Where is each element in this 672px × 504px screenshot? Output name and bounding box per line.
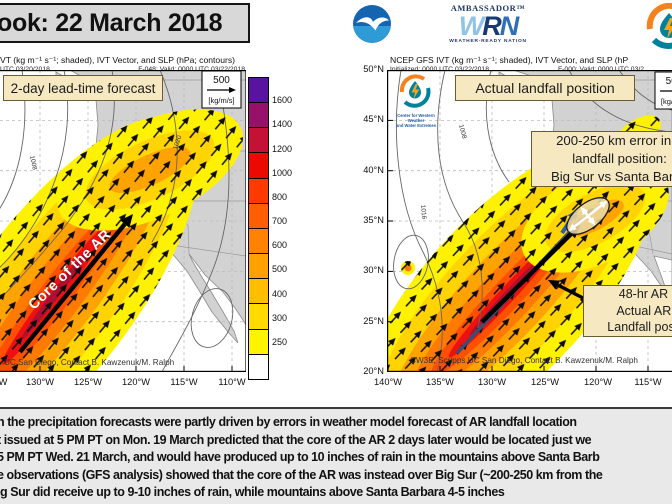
- colorbar-tick-label: 250: [272, 336, 288, 347]
- colorbar-labels: 1600 1400 1200 1000 800 700 600 500 400 300 250: [272, 77, 306, 367]
- x-tick: 115°W: [634, 377, 662, 387]
- colorbar-segment: [249, 177, 268, 203]
- position-annotation-box: 48-hr AR F Actual AR p Landfall positio: [583, 285, 672, 337]
- vector-scale-units: [kg/m/s]: [208, 96, 234, 105]
- left-map-valid: F-048: Valid: 0000 UTC 03/22/2018: [138, 66, 245, 73]
- wrn-ambassador-text: AMBASSADOR™: [450, 3, 526, 13]
- colorbar-tick-label: 1000: [272, 167, 293, 178]
- ivt-colorbar: [248, 77, 269, 380]
- left-map-header: VT (kg m⁻¹ s⁻¹; shaded), IVT Vector, and…: [0, 55, 236, 65]
- wrn-acronym: WRN: [458, 11, 519, 41]
- cw3e-map-logo: [399, 74, 431, 108]
- x-tick: 120°W: [583, 377, 613, 387]
- x-tick: W: [0, 377, 8, 387]
- vector-scale-value: 500: [666, 76, 672, 87]
- map-frame: [0, 70, 246, 372]
- title-bar: ook: 22 March 2018: [0, 3, 250, 43]
- colorbar-tick-label: 1400: [272, 119, 293, 130]
- x-tick: 140°W: [373, 377, 403, 387]
- x-tick: 120°W: [121, 377, 151, 387]
- y-tick: 35°N: [363, 215, 384, 225]
- y-tick: 45°N: [363, 114, 384, 124]
- colorbar-segment: [249, 152, 268, 178]
- colorbar-segment: [249, 278, 268, 304]
- vector-scale-box: 500 [kg/m/s]: [201, 70, 242, 109]
- svg-text:1020: 1020: [172, 134, 183, 150]
- annotation-pointer-arrow: [548, 280, 584, 300]
- x-tick: 125°W: [530, 377, 560, 387]
- contour-labels: 1008 1020: [28, 134, 183, 171]
- left-map: 500 [kg/m/s] 1008 1020: [0, 70, 246, 372]
- cw3e-caption: Center for Western Weather and Water Ext…: [395, 113, 437, 128]
- x-tick: 125°W: [73, 377, 103, 387]
- error-annotation-box: 200-250 km error in A landfall position:…: [531, 131, 672, 187]
- vector-scale-box: 500 [kg/m/s]: [654, 71, 672, 110]
- colorbar-segment: [249, 102, 268, 128]
- colorbar-tick-label: 600: [272, 240, 288, 251]
- colorbar-tick-label: 1600: [272, 95, 293, 106]
- vector-scale-arrow-icon: [229, 87, 236, 93]
- left-map-credit: UC San Diego, Contact B. Kawzenuk/M. Ral…: [4, 358, 175, 367]
- y-tick: 25°N: [363, 316, 384, 326]
- y-tick: 40°N: [363, 165, 384, 175]
- contour-labels: 1008 1016: [419, 124, 468, 220]
- x-tick: 130°W: [25, 377, 55, 387]
- colorbar-segment: [249, 127, 268, 153]
- y-tick: 50°N: [363, 64, 384, 74]
- axis-ticks: [387, 119, 649, 372]
- wrn-logo: AMBASSADOR™ WRN WEATHER-READY NATION: [436, 3, 540, 44]
- actual-landfall-box: Actual landfall position: [455, 75, 635, 101]
- colorbar-segment: [249, 328, 268, 354]
- wrn-tagline: WEATHER-READY NATION: [449, 39, 527, 44]
- page-title: ook: 22 March 2018: [0, 8, 223, 37]
- x-tick: 115°W: [170, 377, 198, 387]
- vector-scale-value: 500: [213, 75, 230, 86]
- footer-line: e observations (GFS analysis) showed tha…: [0, 467, 603, 482]
- footer-line: 5 PM PT Wed. 21 March, and would have pr…: [0, 450, 600, 465]
- forecast-annotation-box: 2-day lead-time forecast: [3, 75, 163, 101]
- footer-text: n the precipitation forecasts were partl…: [0, 407, 672, 504]
- colorbar-segment: [249, 353, 268, 379]
- svg-text:1008: 1008: [28, 155, 38, 171]
- landfall-ellipse-marker: [566, 197, 610, 235]
- svg-text:1016: 1016: [419, 205, 427, 220]
- left-map-init: UTC 03/20/2018: [0, 66, 50, 73]
- right-map-init: Initialized: 0000 UTC 03/22/2018: [390, 66, 489, 73]
- colorbar-tick-label: 800: [272, 191, 288, 202]
- colorbar-segment: [249, 303, 268, 329]
- right-map-credit: CW3E, Scripps UC San Diego, Contact B. K…: [410, 356, 638, 365]
- cw3e-logo: [646, 3, 672, 51]
- colorbar-tick-label: 400: [272, 288, 288, 299]
- y-tick: 20°N: [363, 366, 384, 376]
- footer-line: ig Sur did receive up to 9-10 inches of …: [0, 485, 505, 500]
- ar-core-arrow: [18, 214, 133, 354]
- y-tick: 30°N: [363, 265, 384, 275]
- cw3e-logo-icon: [646, 3, 672, 49]
- right-map-header: NCEP GFS IVT (kg m⁻¹ s⁻¹; shaded), IVT V…: [390, 55, 629, 65]
- footer-line: t issued at 5 PM PT on Mon. 19 March pre…: [0, 432, 592, 447]
- vector-scale-units: [kg/m/s]: [661, 97, 672, 106]
- colorbar-segment: [249, 78, 268, 103]
- colorbar-tick-label: 500: [272, 264, 288, 275]
- footer-line: n the precipitation forecasts were partl…: [0, 415, 577, 429]
- axis-ticks: [39, 366, 233, 372]
- right-map-valid: F-000: Valid: 0000 UTC 03/2: [558, 66, 645, 73]
- colorbar-segment: [249, 202, 268, 228]
- colorbar-segment: [249, 253, 268, 279]
- colorbar-segment: [249, 227, 268, 254]
- colorbar-tick-label: 1200: [272, 143, 293, 154]
- x-tick: 110°W: [218, 377, 246, 387]
- x-tick: 135°W: [425, 377, 455, 387]
- colorbar-tick-label: 300: [272, 312, 288, 323]
- colorbar-tick-label: 700: [272, 216, 288, 226]
- noaa-logo: [353, 5, 391, 43]
- svg-text:1008: 1008: [457, 124, 468, 140]
- x-tick: 130°W: [477, 377, 507, 387]
